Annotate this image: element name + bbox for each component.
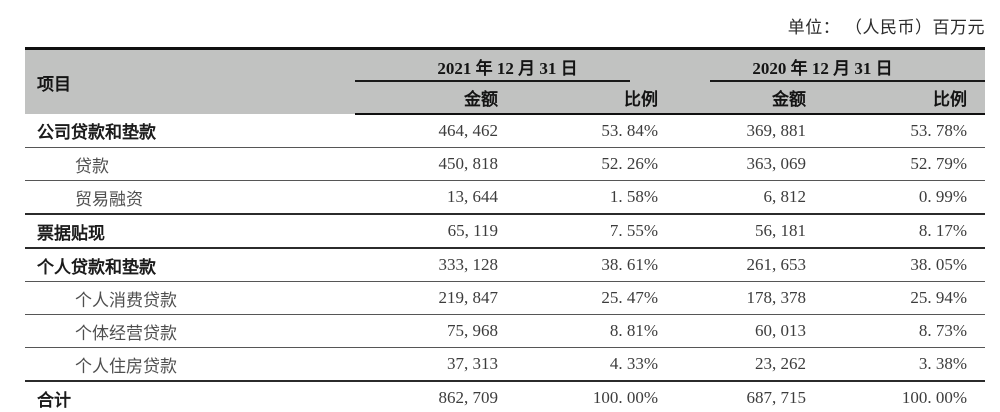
table-row: 票据贴现 65, 119 7. 55% 56, 181 8. 17% [25,213,985,248]
table-row-total: 合计 862, 709 100. 00% 687, 715 100. 00% [25,380,985,412]
amount-2021-cell: 75, 968 [355,314,500,348]
row-label-cell: 贷款 [25,147,355,181]
amount-2021-cell: 333, 128 [355,247,500,282]
ratio-2020-cell: 8. 73% [808,314,985,348]
column-group-2020: 2020 年 12 月 31 日 [660,47,985,82]
column-header-amount-2021: 金额 [355,82,500,115]
row-label-cell: 公司贷款和垫款 [37,123,156,142]
amount-2021-cell: 13, 644 [355,180,500,214]
ratio-2020-cell: 25. 94% [808,281,985,315]
amount-2020-cell: 369, 881 [746,121,807,140]
column-group-2020-label: 2020 年 12 月 31 日 [752,58,893,78]
amount-2021-cell: 219, 847 [355,281,500,315]
ratio-2021-cell: 8. 81% [500,314,660,348]
loans-breakdown-table: 项目 2021 年 12 月 31 日 2020 年 12 月 31 日 金额 … [25,47,985,412]
row-label-cell: 票据贴现 [25,213,355,248]
header-group-row: 项目 2021 年 12 月 31 日 2020 年 12 月 31 日 [25,47,985,114]
amount-2020-cell: 178, 378 [660,281,808,315]
table-row: 个人消费贷款 219, 847 25. 47% 178, 378 25. 94% [25,281,985,315]
group-underline [710,80,985,82]
table-row: 贷款 450, 818 52. 26% 363, 069 52. 79% [25,147,985,181]
unit-label: 单位： （人民币）百万元 [787,18,985,37]
ratio-2021-cell: 52. 26% [500,147,660,181]
ratio-2020-cell: 38. 05% [808,247,985,282]
ratio-2021-cell: 53. 84% [601,121,658,140]
ratio-2021-cell: 7. 55% [500,213,660,248]
ratio-2020-cell: 8. 17% [808,213,985,248]
ratio-2021-cell: 25. 47% [500,281,660,315]
ratio-2020-cell: 100. 00% [808,380,985,412]
row-label-cell: 个人贷款和垫款 [25,247,355,282]
amount-2020-cell: 6, 812 [660,180,808,214]
row-label-cell: 个体经营贷款 [25,314,355,348]
amount-2020-cell: 363, 069 [660,147,808,181]
amount-2021-cell: 450, 818 [355,147,500,181]
table-body: 公司贷款和垫款 464, 462 53. 84% 369, 881 53. 78… [25,114,985,412]
row-label-cell: 贸易融资 [25,180,355,214]
column-group-2021: 2021 年 12 月 31 日 [355,47,660,82]
ratio-2020-cell: 52. 79% [808,147,985,181]
row-label-cell: 个人消费贷款 [25,281,355,315]
row-label-cell: 合计 [25,380,355,412]
amount-2020-cell: 23, 262 [660,347,808,381]
column-group-2021-label: 2021 年 12 月 31 日 [437,58,578,78]
ratio-2021-cell: 100. 00% [500,380,660,412]
amount-2021-cell: 862, 709 [355,380,500,412]
column-header-ratio-2020: 比例 [808,82,985,115]
amount-2021-cell: 65, 119 [355,213,500,248]
column-header-ratio-2021: 比例 [500,82,660,115]
amount-2020-cell: 687, 715 [660,380,808,412]
column-header-amount-2020: 金额 [660,82,808,115]
table-row: 个人贷款和垫款 333, 128 38. 61% 261, 653 38. 05… [25,247,985,282]
table-header: 项目 2021 年 12 月 31 日 2020 年 12 月 31 日 金额 … [25,47,985,115]
ratio-2021-cell: 4. 33% [500,347,660,381]
table-row: 个人住房贷款 37, 313 4. 33% 23, 262 3. 38% [25,347,985,381]
amount-2020-cell: 261, 653 [660,247,808,282]
amount-2021-cell: 464, 462 [438,121,499,140]
ratio-2021-cell: 1. 58% [500,180,660,214]
row-label-cell: 个人住房贷款 [25,347,355,381]
ratio-2020-cell: 53. 78% [910,121,967,140]
amount-2020-cell: 60, 013 [660,314,808,348]
table-row: 公司贷款和垫款 464, 462 53. 84% 369, 881 53. 78… [25,114,985,148]
table-row: 个体经营贷款 75, 968 8. 81% 60, 013 8. 73% [25,314,985,348]
table-row: 贸易融资 13, 644 1. 58% 6, 812 0. 99% [25,180,985,214]
group-underline [355,80,630,82]
amount-2020-cell: 56, 181 [660,213,808,248]
ratio-2020-cell: 3. 38% [808,347,985,381]
amount-2021-cell: 37, 313 [355,347,500,381]
column-header-item: 项目 [25,47,355,114]
ratio-2020-cell: 0. 99% [808,180,985,214]
ratio-2021-cell: 38. 61% [500,247,660,282]
header-subcolumn-row: 金额 比例 金额 比例 [25,82,985,115]
